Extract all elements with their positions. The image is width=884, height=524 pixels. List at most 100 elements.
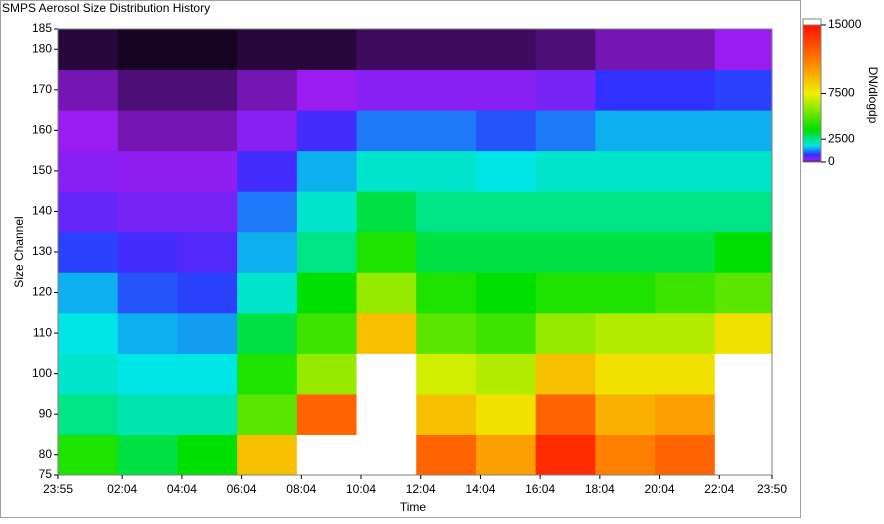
y-tick-label: 185 bbox=[32, 21, 52, 35]
heatmap-cell bbox=[475, 110, 537, 152]
heatmap-cell bbox=[237, 312, 298, 354]
heatmap-cell bbox=[655, 272, 716, 314]
heatmap-cell bbox=[655, 191, 716, 233]
heatmap-cell bbox=[177, 69, 238, 111]
heatmap-cell bbox=[177, 272, 238, 314]
heatmap-cell bbox=[714, 272, 773, 314]
heatmap-cell bbox=[595, 191, 656, 233]
heatmap-cell bbox=[356, 69, 417, 111]
y-tick-label: 110 bbox=[33, 325, 52, 339]
heatmap-cell bbox=[356, 272, 417, 314]
colorbar-label: DN/dlogdp bbox=[866, 67, 880, 124]
heatmap-cell bbox=[58, 110, 119, 152]
heatmap-cell bbox=[117, 393, 178, 435]
heatmap-cell bbox=[416, 312, 477, 354]
heatmap-cell bbox=[58, 393, 119, 435]
y-tick-label: 100 bbox=[32, 366, 52, 380]
heatmap-cell bbox=[714, 29, 773, 71]
heatmap-cell bbox=[475, 191, 537, 233]
heatmap-cell bbox=[475, 29, 537, 71]
heatmap-cell bbox=[356, 110, 417, 152]
heatmap-cell bbox=[416, 69, 477, 111]
heatmap-cell bbox=[535, 231, 596, 273]
heatmap-cell bbox=[595, 312, 656, 354]
colorbar-tick-label: 0 bbox=[828, 154, 835, 168]
heatmap-cell bbox=[595, 150, 656, 192]
heatmap-cell bbox=[714, 191, 773, 233]
heatmap-cell bbox=[58, 69, 119, 111]
heatmap-cell bbox=[177, 191, 238, 233]
chart-title: SMPS Aerosol Size Distribution History bbox=[2, 1, 210, 15]
heatmap-cell bbox=[296, 353, 358, 395]
y-tick-label: 160 bbox=[32, 123, 52, 137]
heatmap-cell bbox=[535, 29, 596, 71]
x-tick-label: 18:04 bbox=[585, 482, 615, 496]
heatmap-cell bbox=[58, 150, 119, 192]
x-tick-label: 23:55 bbox=[43, 482, 73, 496]
heatmap-cell bbox=[595, 353, 656, 395]
heatmap-cell bbox=[356, 353, 417, 395]
heatmap-cell bbox=[595, 69, 656, 111]
heatmap-cell bbox=[117, 191, 178, 233]
y-tick-label: 150 bbox=[32, 163, 52, 177]
heatmap-cell bbox=[475, 393, 537, 435]
heatmap-cell bbox=[714, 231, 773, 273]
heatmap-cell bbox=[117, 110, 178, 152]
heatmap-cell bbox=[237, 434, 298, 476]
heatmap-cell bbox=[655, 110, 716, 152]
heatmap-cell bbox=[714, 393, 773, 435]
heatmap-cell bbox=[296, 434, 358, 476]
colorbar bbox=[802, 24, 822, 163]
heatmap-cell bbox=[177, 29, 238, 71]
heatmap-cell bbox=[177, 353, 238, 395]
heatmap-cell bbox=[58, 231, 119, 273]
heatmap-cell bbox=[356, 312, 417, 354]
heatmap-cell bbox=[595, 29, 656, 71]
heatmap-cell bbox=[296, 231, 358, 273]
heatmap-cell bbox=[296, 272, 358, 314]
heatmap-cell bbox=[416, 150, 477, 192]
heatmap-cell bbox=[535, 353, 596, 395]
colorbar-tick-label: 2500 bbox=[828, 131, 855, 145]
heatmap-cell bbox=[655, 434, 716, 476]
heatmap-cell bbox=[58, 353, 119, 395]
y-tick-label: 90 bbox=[39, 406, 53, 420]
x-tick-label: 23:50 bbox=[757, 482, 787, 496]
heatmap-cell bbox=[475, 150, 537, 192]
heatmap-cell bbox=[296, 110, 358, 152]
heatmap-cell bbox=[237, 29, 298, 71]
heatmap-cell bbox=[416, 353, 477, 395]
heatmap-cell bbox=[356, 393, 417, 435]
heatmap-cell bbox=[655, 29, 716, 71]
heatmap-cell bbox=[177, 434, 238, 476]
heatmap-cell bbox=[237, 150, 298, 192]
heatmap-cell bbox=[58, 272, 119, 314]
x-axis-label: Time bbox=[400, 500, 427, 514]
y-tick-label: 80 bbox=[39, 447, 53, 461]
heatmap-cell bbox=[117, 434, 178, 476]
heatmap-cell bbox=[595, 393, 656, 435]
heatmap-cell bbox=[58, 434, 119, 476]
heatmap-cell bbox=[655, 231, 716, 273]
y-tick-label: 75 bbox=[39, 467, 53, 481]
heatmap-cell bbox=[58, 312, 119, 354]
heatmap-cell bbox=[416, 110, 477, 152]
frame bbox=[0, 0, 801, 518]
heatmap-cell bbox=[177, 393, 238, 435]
heatmap-cell bbox=[356, 231, 417, 273]
y-tick-label: 140 bbox=[32, 204, 52, 218]
heatmap-cell bbox=[117, 150, 178, 192]
heatmap-cell bbox=[237, 191, 298, 233]
x-tick-label: 16:04 bbox=[525, 482, 555, 496]
heatmap-cell bbox=[655, 393, 716, 435]
heatmap-cell bbox=[237, 272, 298, 314]
heatmap-cell bbox=[475, 272, 537, 314]
x-tick-label: 14:04 bbox=[465, 482, 495, 496]
heatmap-cell bbox=[237, 69, 298, 111]
colorbar-tick-label: 15000 bbox=[828, 17, 862, 31]
heatmap-cell bbox=[177, 110, 238, 152]
heatmap-cell bbox=[416, 191, 477, 233]
heatmap-cell bbox=[58, 29, 119, 71]
